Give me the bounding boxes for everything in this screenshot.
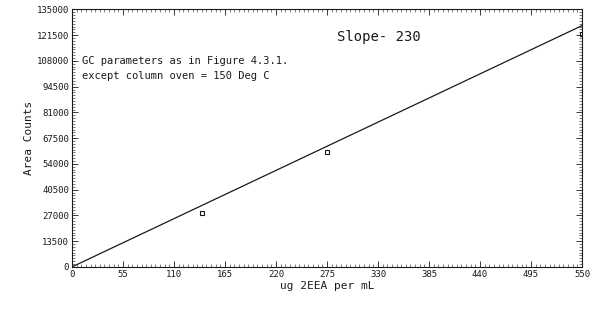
X-axis label: ug 2EEA per mL: ug 2EEA per mL: [280, 281, 374, 291]
Y-axis label: Area Counts: Area Counts: [24, 101, 34, 175]
Text: GC parameters as in Figure 4.3.1.
except column oven = 150 Deg C: GC parameters as in Figure 4.3.1. except…: [82, 56, 289, 81]
Text: Slope- 230: Slope- 230: [337, 30, 421, 44]
